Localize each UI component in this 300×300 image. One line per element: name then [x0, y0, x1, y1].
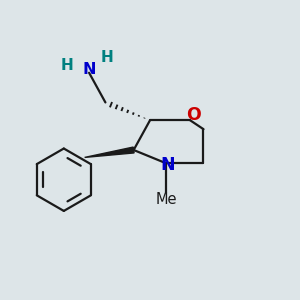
- Text: O: O: [186, 106, 201, 124]
- Text: Me: Me: [156, 191, 177, 206]
- Text: H: H: [100, 50, 113, 65]
- Text: N: N: [82, 62, 96, 77]
- Text: H: H: [60, 58, 73, 73]
- Polygon shape: [85, 147, 134, 158]
- Text: N: N: [160, 156, 175, 174]
